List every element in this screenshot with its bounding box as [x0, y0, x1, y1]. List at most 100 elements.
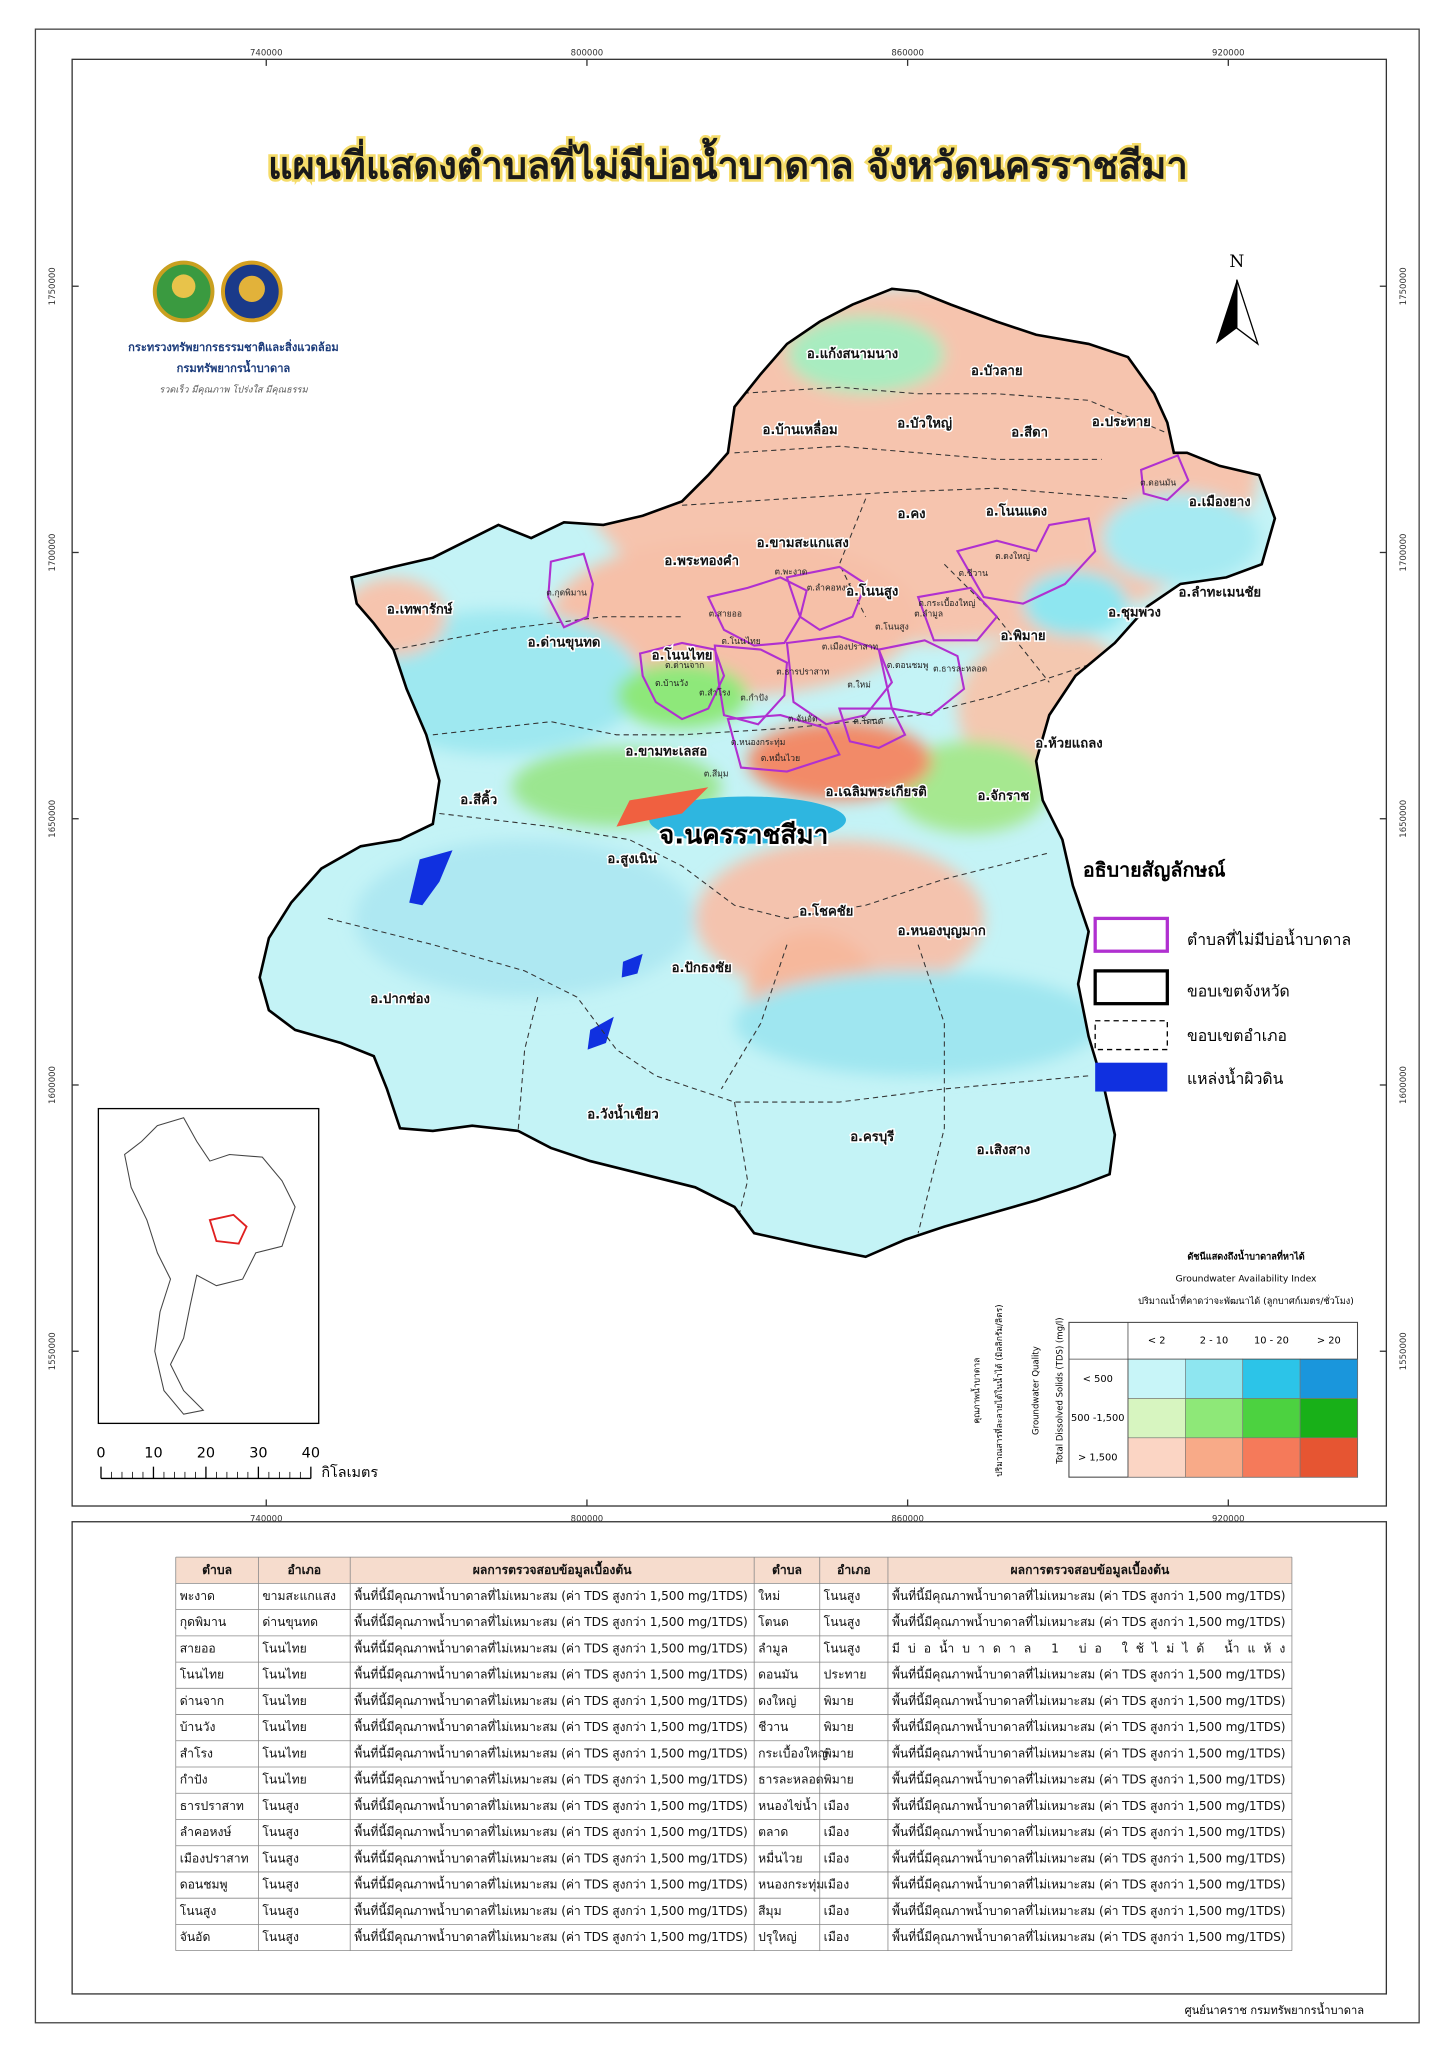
- district-label: อ.เฉลิมพระเกียรติ: [825, 784, 926, 800]
- subdistrict-label: ต.พะงาด: [774, 568, 807, 578]
- table-cell: พื้นที่นี้มีคุณภาพน้ำบาดาลที่ไม่เหมาะสม …: [892, 1613, 1285, 1630]
- subdistrict-label: ต.บ้านวัง: [655, 678, 688, 689]
- district-label: อ.โนนสูง: [846, 582, 898, 599]
- table-cell: โนนสูง: [262, 1851, 299, 1866]
- table-cell: บ้านวัง: [180, 1720, 216, 1734]
- table-cell: เมืองปราสาท: [180, 1851, 249, 1865]
- legend-label: ขอบเขตอำเภอ: [1187, 1026, 1287, 1045]
- grid-label: 1600000: [1399, 1066, 1409, 1104]
- district-label: อ.สูงเนิน: [607, 852, 657, 867]
- table-cell: ปรุใหญ่: [758, 1930, 797, 1945]
- table-cell: สำโรง: [180, 1746, 213, 1760]
- subdistrict-label: ต.ชีวาน: [958, 568, 988, 579]
- table-cell: เมือง: [824, 1851, 850, 1865]
- index-cell: [1242, 1358, 1301, 1399]
- footer: ศูนย์นาคราช กรมทรัพยากรน้ำบาดาล: [1185, 2002, 1364, 2017]
- table-cell: พื้นที่นี้มีคุณภาพน้ำบาดาลที่ไม่เหมาะสม …: [892, 1692, 1285, 1709]
- table-header-bg: [175, 1557, 1292, 1584]
- table-cell: พื้นที่นี้มีคุณภาพน้ำบาดาลที่ไม่เหมาะสม …: [354, 1876, 747, 1893]
- index-column: > 20: [1317, 1336, 1341, 1347]
- district-label: อ.จักราช: [977, 789, 1029, 804]
- table-cell: โนนไทย: [262, 1773, 307, 1787]
- subdistrict-label: ต.โตนด: [853, 716, 883, 727]
- table-cell: พื้นที่นี้มีคุณภาพน้ำบาดาลที่ไม่เหมาะสม …: [354, 1849, 747, 1866]
- table-header: อำเภอ: [287, 1563, 321, 1577]
- table-cell: พื้นที่นี้มีคุณภาพน้ำบาดาลที่ไม่เหมาะสม …: [892, 1797, 1285, 1814]
- subdistrict-label: ต.โนนไทย: [721, 636, 760, 647]
- table-cell: เมือง: [824, 1825, 850, 1839]
- table-cell: กุดพิมาน: [180, 1615, 227, 1630]
- district-label: อ.โนนไทย: [652, 647, 713, 664]
- scale-label: 30: [249, 1446, 267, 1462]
- district-label: อ.ครบุรี: [850, 1129, 895, 1145]
- scale-label: 0: [96, 1446, 105, 1462]
- table-cell: พื้นที่นี้มีคุณภาพน้ำบาดาลที่ไม่เหมาะสม …: [892, 1849, 1285, 1866]
- table-cell: ชีวาน: [758, 1720, 789, 1734]
- index-cell: [1127, 1358, 1186, 1399]
- table-cell: พื้นที่นี้มีคุณภาพน้ำบาดาลที่ไม่เหมาะสม …: [892, 1928, 1285, 1945]
- subdistrict-label: ต.ธารปราสาท: [776, 667, 830, 677]
- index-side-label: ปริมาณสารที่ละลายได้ในน้ำได้ (มิลลิกรัม/…: [993, 1304, 1005, 1476]
- district-label: อ.สีดา: [1011, 425, 1048, 441]
- index-side-label: Groundwater Quality: [1032, 1346, 1042, 1435]
- index-column: 2 - 10: [1200, 1336, 1229, 1347]
- table-header: ตำบล: [772, 1563, 802, 1577]
- grid-label: 860000: [891, 1515, 924, 1525]
- district-label: อ.บ้านเหลื่อม: [762, 419, 837, 438]
- district-label: อ.ชุมพวง: [1108, 605, 1161, 620]
- district-label: อ.ลำทะเมนชัย: [1178, 585, 1261, 601]
- table-cell: เมือง: [824, 1799, 850, 1813]
- district-label: อ.สีคิ้ว: [460, 789, 497, 808]
- org-name: กรมทรัพยากรน้ำบาดาล: [177, 359, 291, 375]
- subdistrict-label: ต.สีมุม: [704, 769, 729, 780]
- index-title: ปริมาณน้ำที่คาดว่าจะพัฒนาได้ (ลูกบาศก์เม…: [1138, 1293, 1354, 1307]
- table-cell: พื้นที่นี้มีคุณภาพน้ำบาดาลที่ไม่เหมาะสม …: [354, 1928, 747, 1945]
- index-cell: [1185, 1398, 1244, 1439]
- district-label: อ.เทพารักษ์: [387, 602, 453, 618]
- district-label: อ.บัวลาย: [971, 364, 1023, 379]
- subdistrict-label: ต.จันอัด: [788, 715, 818, 725]
- table-cell: โนนไทย: [180, 1668, 225, 1682]
- index-cell: [1185, 1437, 1244, 1478]
- index-row: > 1,500: [1078, 1452, 1118, 1463]
- grid-label: 1550000: [48, 1332, 58, 1370]
- table-cell: กำปัง: [180, 1773, 208, 1787]
- index-cell: [1242, 1398, 1301, 1439]
- table-cell: ตลาด: [758, 1825, 788, 1839]
- subdistrict-label: ต.ดอนมัน: [1140, 478, 1176, 488]
- district-label: อ.พระทองคำ: [664, 553, 739, 569]
- table-header: อำเภอ: [837, 1563, 871, 1577]
- table-cell: พื้นที่นี้มีคุณภาพน้ำบาดาลที่ไม่เหมาะสม …: [354, 1902, 747, 1919]
- legend-swatch: [1093, 916, 1169, 953]
- subdistrict-label: ต.ด่านจาก: [665, 661, 704, 671]
- table-cell: เมือง: [824, 1930, 850, 1944]
- table-cell: พื้นที่นี้มีคุณภาพน้ำบาดาลที่ไม่เหมาะสม …: [354, 1823, 747, 1840]
- district-label: อ.โชคชัย: [799, 902, 853, 919]
- index-title: ดัชนีแสดงถึงน้ำบาดาลที่หาได้: [1187, 1248, 1304, 1262]
- legend-swatch: [1093, 969, 1169, 1006]
- legend-swatch: [1094, 1020, 1168, 1051]
- grid-label: 1750000: [1399, 267, 1409, 305]
- district-label: อ.ปักธงชัย: [672, 961, 732, 976]
- grid-label: 920000: [1212, 1515, 1245, 1525]
- legend-label: ตำบลที่ไม่มีบ่อน้ำบาดาล: [1187, 928, 1351, 949]
- table-cell: โนนไทย: [262, 1694, 307, 1708]
- table-cell: พื้นที่นี้มีคุณภาพน้ำบาดาลที่ไม่เหมาะสม …: [892, 1718, 1285, 1735]
- index-side-label: Total Dissolved Solids (TDS) (mg/l): [1055, 1317, 1065, 1464]
- table-cell: เมือง: [824, 1878, 850, 1892]
- district-label: อ.แก้งสนามนาง: [807, 346, 898, 362]
- subdistrict-label: ต.เมืองปราสาท: [822, 641, 879, 652]
- table-cell: โนนสูง: [262, 1878, 299, 1893]
- table-cell: โนนสูง: [824, 1589, 861, 1604]
- table-cell: พื้นที่นี้มีคุณภาพน้ำบาดาลที่ไม่เหมาะสม …: [354, 1692, 747, 1709]
- table-cell: พื้นที่นี้มีคุณภาพน้ำบาดาลที่ไม่เหมาะสม …: [354, 1666, 747, 1683]
- table-cell: ใหม่: [758, 1589, 780, 1603]
- index-row: < 500: [1083, 1374, 1113, 1385]
- subdistrict-label: ต.กระเบื้องใหญ่: [918, 597, 975, 609]
- district-label: อ.ปากช่อง: [370, 992, 430, 1007]
- table-cell: พื้นที่นี้มีคุณภาพน้ำบาดาลที่ไม่เหมาะสม …: [354, 1718, 747, 1735]
- index-column: < 2: [1148, 1336, 1166, 1347]
- index-cell: [1242, 1437, 1301, 1478]
- index-row: 500 -1,500: [1071, 1413, 1125, 1424]
- district-label: อ.ประทาย: [1092, 415, 1151, 430]
